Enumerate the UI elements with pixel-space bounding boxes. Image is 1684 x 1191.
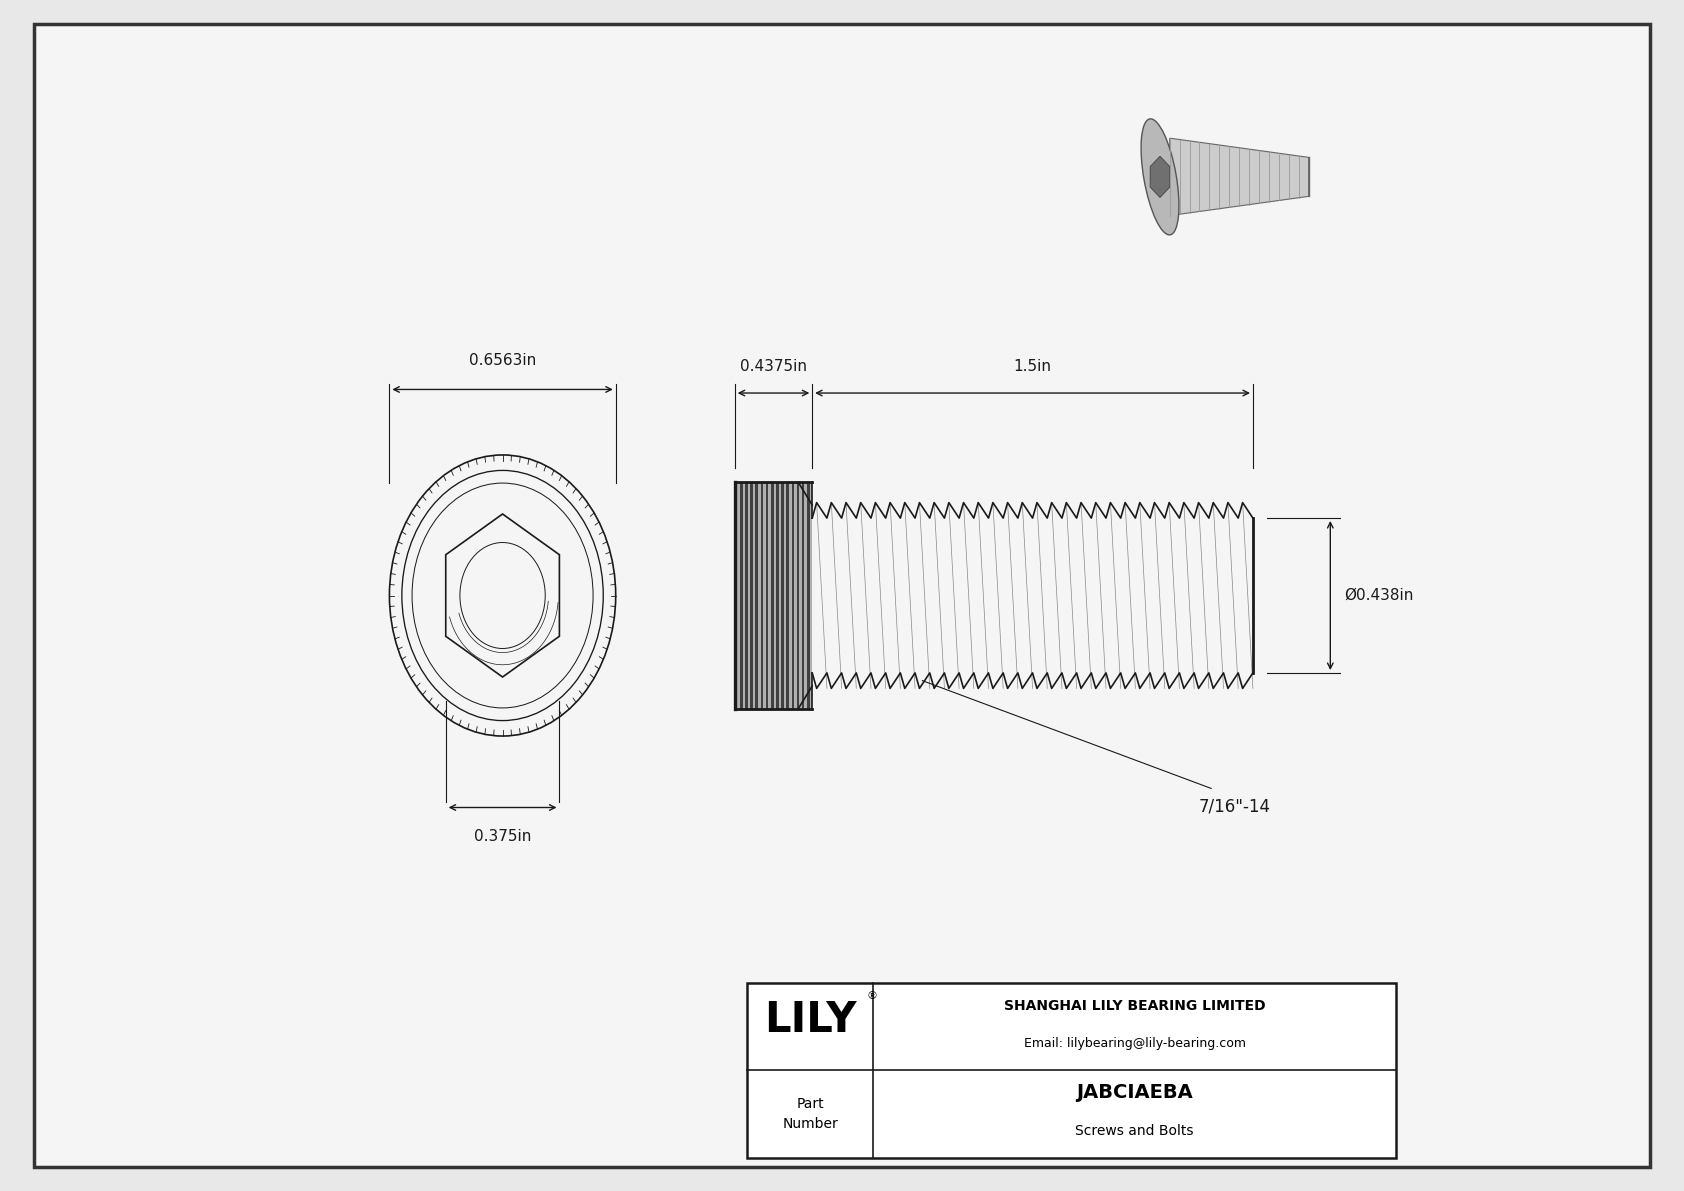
Bar — [795, 482, 797, 709]
Bar — [797, 482, 800, 709]
Text: 0.6563in: 0.6563in — [468, 353, 536, 368]
Bar — [810, 482, 812, 709]
Text: 0.375in: 0.375in — [473, 829, 530, 844]
Bar — [791, 482, 795, 709]
Bar — [778, 482, 781, 709]
Bar — [805, 482, 807, 709]
Text: SHANGHAI LILY BEARING LIMITED: SHANGHAI LILY BEARING LIMITED — [1004, 999, 1265, 1014]
Bar — [751, 482, 753, 709]
Text: LILY: LILY — [765, 999, 855, 1041]
Bar — [758, 482, 761, 709]
Text: 7/16"-14: 7/16"-14 — [1199, 798, 1271, 816]
Bar — [748, 482, 751, 709]
Ellipse shape — [1142, 119, 1179, 235]
Text: ®: ® — [867, 992, 877, 1002]
Bar — [753, 482, 756, 709]
Text: Part
Number: Part Number — [781, 1097, 839, 1130]
Bar — [776, 482, 778, 709]
Bar — [771, 482, 773, 709]
Text: 1.5in: 1.5in — [1014, 358, 1051, 374]
Bar — [800, 482, 802, 709]
Bar — [746, 983, 1396, 1158]
Bar — [743, 482, 744, 709]
Polygon shape — [1150, 156, 1170, 198]
Bar — [738, 482, 739, 709]
Bar — [783, 482, 786, 709]
Bar — [761, 482, 763, 709]
Text: Email: lilybearing@lily-bearing.com: Email: lilybearing@lily-bearing.com — [1024, 1036, 1246, 1049]
Bar — [763, 482, 766, 709]
Text: Ø0.438in: Ø0.438in — [1344, 588, 1415, 603]
Polygon shape — [1170, 138, 1308, 216]
Text: Screws and Bolts: Screws and Bolts — [1076, 1123, 1194, 1137]
Bar — [790, 482, 791, 709]
Text: JABCIAEBA: JABCIAEBA — [1076, 1083, 1192, 1102]
Bar — [768, 482, 771, 709]
Bar — [756, 482, 758, 709]
Text: 0.4375in: 0.4375in — [739, 358, 807, 374]
Bar — [807, 482, 810, 709]
Bar — [786, 482, 790, 709]
Bar — [734, 482, 738, 709]
Bar — [766, 482, 768, 709]
Bar — [744, 482, 748, 709]
Bar — [802, 482, 805, 709]
Bar — [781, 482, 783, 709]
Bar — [739, 482, 743, 709]
Bar — [773, 482, 776, 709]
Bar — [734, 482, 812, 709]
